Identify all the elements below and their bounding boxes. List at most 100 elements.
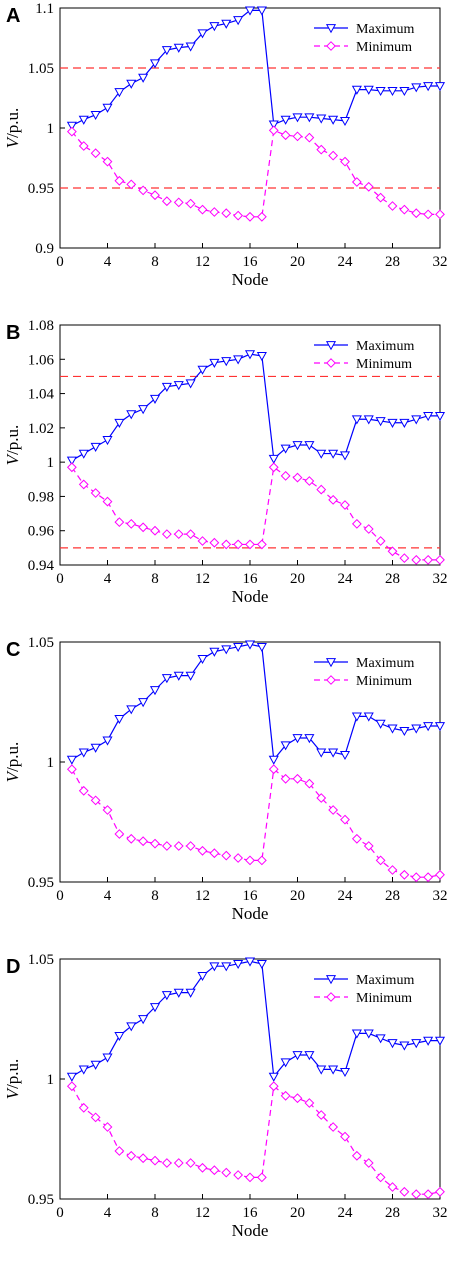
min-point: [209, 537, 220, 548]
min-point: [245, 539, 255, 550]
min-point: [340, 500, 350, 510]
max-point: [292, 113, 303, 123]
legend-min-marker: [326, 992, 336, 1002]
max-point: [78, 115, 89, 125]
y-axis-label-main: V: [3, 769, 22, 782]
max-point: [256, 642, 267, 653]
max-point: [399, 1041, 410, 1051]
max-point: [256, 351, 267, 362]
max-point: [233, 16, 244, 26]
max-point: [185, 42, 196, 52]
series-minimum: [66, 764, 445, 883]
x-tick-label: 24: [338, 571, 354, 587]
x-tick-label: 4: [104, 571, 112, 587]
min-point: [78, 1102, 89, 1113]
min-point: [197, 1162, 208, 1173]
x-tick-label: 28: [385, 1205, 400, 1221]
max-point: [66, 456, 77, 466]
min-point: [363, 524, 374, 534]
legend-label: Maximum: [356, 22, 414, 37]
max-point: [411, 415, 422, 425]
min-point: [268, 125, 279, 136]
min-point: [435, 1186, 445, 1197]
min-point: [185, 529, 196, 540]
min-point: [351, 177, 362, 187]
legend-label: Maximum: [356, 339, 414, 354]
x-tick-label: 16: [243, 571, 259, 587]
min-point: [173, 1158, 184, 1168]
y-tick-label: 1.05: [28, 635, 54, 651]
max-point: [173, 988, 184, 998]
legend-max-marker: [325, 341, 337, 351]
legend-min-marker: [326, 358, 336, 368]
y-axis-label: V/p.u.: [3, 425, 22, 466]
max-point: [363, 85, 374, 95]
x-tick-label: 24: [338, 254, 354, 270]
max-point: [351, 415, 362, 425]
min-point: [316, 144, 327, 155]
min-point: [435, 554, 445, 565]
x-axis-label: Node: [232, 587, 269, 606]
max-point: [256, 959, 267, 970]
min-point: [173, 841, 184, 851]
min-point: [233, 853, 244, 863]
x-tick-label: 32: [433, 571, 448, 587]
panel-b: B 0 4 8 12 16 20 24 28 32 0.94 0.96 0.98 1 1.02 1.04 1.0…: [0, 317, 450, 634]
max-point: [185, 671, 196, 681]
min-point: [90, 148, 101, 159]
max-point: [244, 957, 256, 967]
max-point: [434, 82, 446, 92]
max-point: [375, 719, 386, 729]
x-tick-label: 0: [56, 254, 64, 270]
min-point: [423, 1189, 434, 1200]
max-point: [256, 6, 267, 16]
x-tick-label: 8: [151, 1205, 159, 1221]
max-point: [351, 1029, 362, 1039]
chart-d: D 0 4 8 12 16 20 24 28 32 0.95 1 1.05 Node V/p.u. Maxim…: [3, 952, 448, 1240]
panel-c: C 0 4 8 12 16 20 24 28 32 0.95 1 1.05 Node V/p.u. Maxim…: [0, 634, 450, 951]
legend-label: Minimum: [356, 40, 412, 55]
max-point: [209, 358, 220, 368]
panel-label: B: [6, 322, 20, 344]
x-tick-label: 8: [151, 571, 159, 587]
panel-a: A 0 4 8 12 16 20 24 28 32 0.9 0.95 1 1.05 1.1 Node V/p.u…: [0, 0, 450, 317]
max-point: [411, 724, 422, 734]
min-point: [340, 1131, 350, 1142]
min-point: [363, 841, 374, 851]
legend-max-marker: [325, 975, 337, 985]
min-point: [150, 525, 160, 536]
max-point: [197, 365, 208, 375]
series-minimum: [66, 462, 445, 565]
min-point: [102, 156, 113, 167]
max-point: [268, 755, 279, 765]
min-point: [399, 869, 410, 880]
max-point: [149, 1003, 161, 1013]
max-point: [138, 405, 149, 415]
x-tick-label: 4: [104, 1205, 112, 1221]
min-point: [411, 1189, 422, 1200]
max-point: [114, 418, 125, 428]
max-point: [185, 379, 196, 389]
max-point: [185, 988, 196, 998]
min-point: [292, 131, 303, 142]
min-point: [375, 192, 386, 203]
min-point: [387, 201, 398, 211]
min-point: [351, 833, 362, 844]
min-point: [161, 841, 172, 851]
min-point: [102, 805, 113, 815]
max-point: [268, 120, 279, 130]
min-point: [304, 1098, 315, 1108]
min-point: [173, 197, 184, 208]
y-tick-label: 1.05: [28, 61, 54, 77]
min-point: [268, 1081, 279, 1092]
min-point: [197, 845, 208, 856]
min-point: [126, 1150, 137, 1161]
max-point: [149, 394, 161, 404]
max-point: [221, 19, 232, 29]
min-point: [114, 175, 125, 186]
max-point: [244, 640, 256, 650]
max-point: [292, 1051, 303, 1061]
min-point: [435, 869, 445, 880]
max-point: [161, 674, 172, 684]
min-point: [256, 1172, 267, 1183]
